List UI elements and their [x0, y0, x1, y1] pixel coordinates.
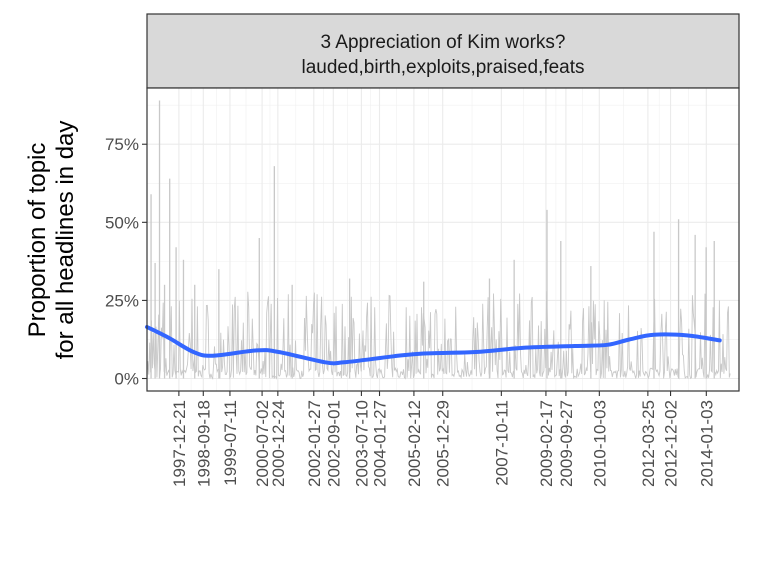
y-tick-label: 50% [105, 213, 139, 232]
facet-title-line-2: lauded,birth,exploits,praised,feats [301, 57, 584, 78]
x-tick-label: 1999-07-11 [221, 400, 240, 486]
x-tick-label: 2003-07-10 [352, 400, 371, 487]
y-tick-label: 25% [105, 291, 139, 310]
y-axis-title-line-2: for all headlines in day [52, 121, 79, 360]
x-tick-label: 2002-01-27 [305, 400, 324, 487]
x-tick-label: 2007-10-11 [492, 400, 511, 486]
x-tick-label: 2000-07-02 [253, 400, 272, 487]
x-tick-label: 1998-09-18 [194, 400, 213, 487]
x-tick-label: 2002-09-01 [324, 400, 343, 487]
x-tick-label: 2012-12-02 [662, 400, 681, 487]
x-tick-label: 2004-01-27 [371, 400, 390, 487]
x-tick-label: 2009-09-27 [557, 400, 576, 487]
y-tick-label: 75% [105, 135, 139, 154]
y-axis-title-line-1: Proportion of topic [24, 143, 51, 338]
smooth-line [145, 325, 722, 366]
x-tick-label: 2000-12-24 [269, 400, 288, 487]
strip-background [146, 13, 740, 89]
facet-title-line-1: 3 Appreciation of Kim works? [320, 32, 565, 53]
y-tick-label: 0% [114, 370, 139, 389]
x-tick-label: 2012-03-25 [639, 400, 658, 487]
x-tick-label: 2014-01-03 [697, 400, 716, 487]
x-tick-label: 2009-02-17 [537, 400, 556, 487]
x-tick-label: 1997-12-21 [170, 400, 189, 487]
y-axis: 0% 25% 50% 75% [105, 135, 147, 389]
x-tick-label: 2005-02-12 [405, 400, 424, 487]
raw-series-band [146, 291, 731, 380]
x-axis: 1997-12-21 1998-09-18 1999-07-11 2000-07-02… [170, 391, 716, 487]
x-tick-label: 2010-10-03 [590, 400, 609, 487]
grid-major-x [178, 88, 707, 391]
x-tick-label: 2005-12-29 [434, 400, 453, 487]
